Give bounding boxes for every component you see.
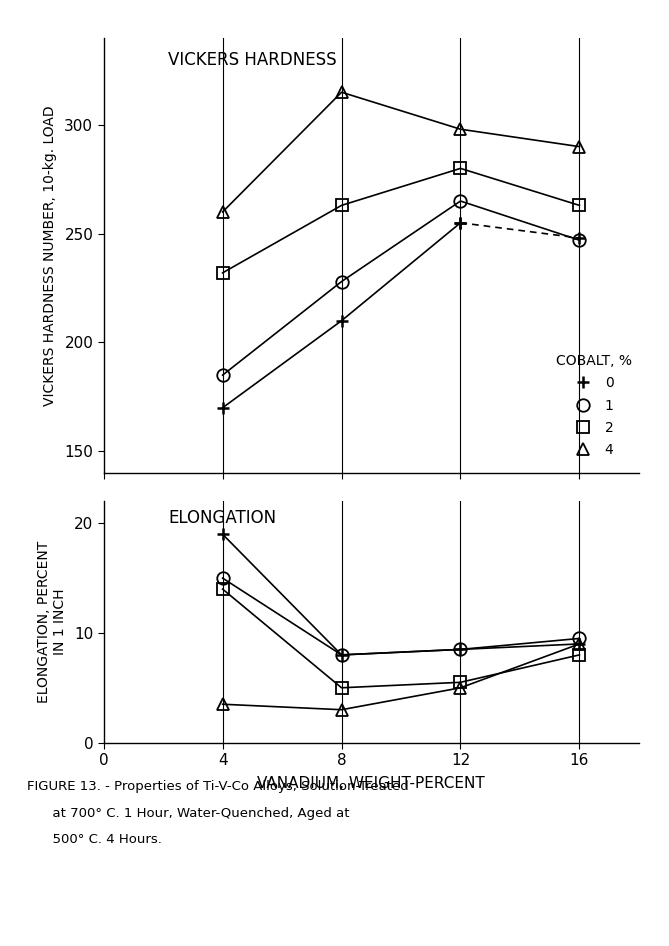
Text: FIGURE 13. - Properties of Ti-V-Co Alloys, Solution-Treated: FIGURE 13. - Properties of Ti-V-Co Alloy…	[27, 780, 409, 794]
Text: ELONGATION: ELONGATION	[168, 509, 276, 527]
Y-axis label: ELONGATION, PERCENT
IN 1 INCH: ELONGATION, PERCENT IN 1 INCH	[37, 541, 67, 703]
Text: at 700° C. 1 Hour, Water-Quenched, Aged at: at 700° C. 1 Hour, Water-Quenched, Aged …	[27, 807, 349, 820]
Legend: 0, 1, 2, 4: 0, 1, 2, 4	[556, 354, 632, 457]
Text: 500° C. 4 Hours.: 500° C. 4 Hours.	[27, 833, 162, 847]
X-axis label: VANADIUM, WEIGHT-PERCENT: VANADIUM, WEIGHT-PERCENT	[258, 777, 485, 792]
Text: VICKERS HARDNESS: VICKERS HARDNESS	[168, 51, 337, 69]
Y-axis label: VICKERS HARDNESS NUMBER, 10-kg. LOAD: VICKERS HARDNESS NUMBER, 10-kg. LOAD	[43, 105, 58, 406]
